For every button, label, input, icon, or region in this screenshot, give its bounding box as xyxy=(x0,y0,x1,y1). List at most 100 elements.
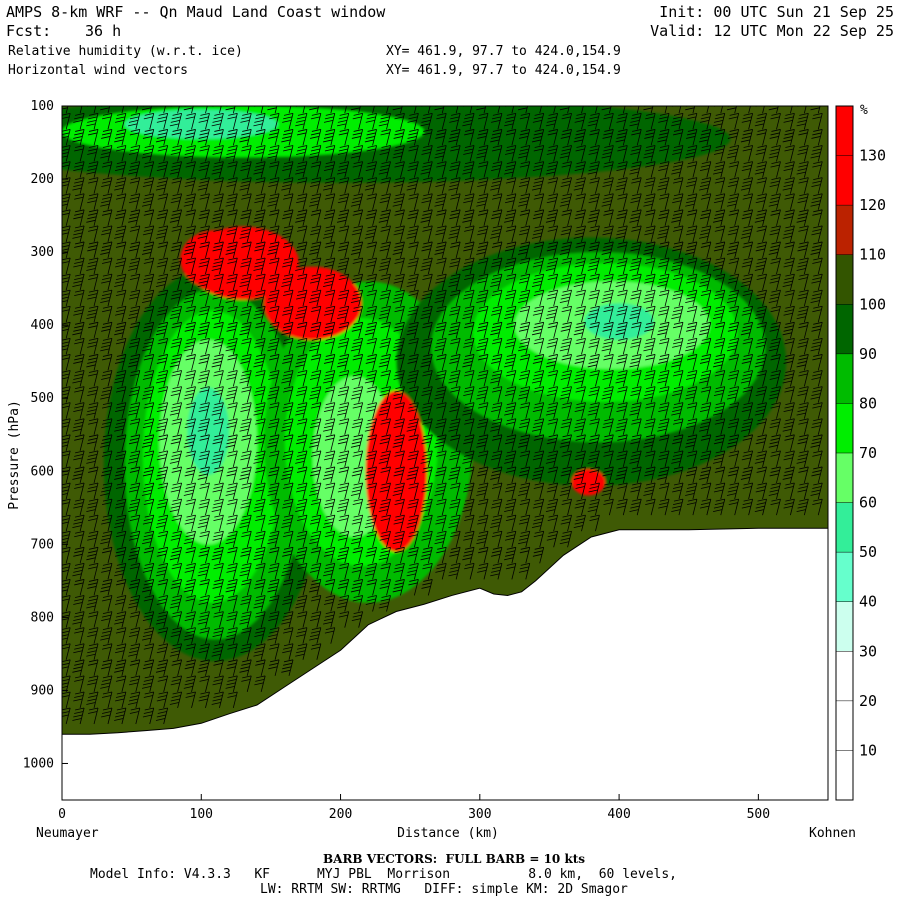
wind-barb xyxy=(392,434,405,451)
wind-barb xyxy=(394,209,405,226)
wind-barb xyxy=(394,498,405,516)
wind-barb xyxy=(185,305,196,323)
wind-barb xyxy=(170,386,182,403)
wind-barb xyxy=(115,193,127,210)
wind-barb xyxy=(143,209,155,226)
wind-barb xyxy=(269,112,280,130)
wind-barb xyxy=(338,370,350,387)
wind-barb xyxy=(101,691,113,709)
wind-barb xyxy=(114,273,127,291)
wind-barb xyxy=(114,707,127,725)
wind-barb xyxy=(183,337,196,355)
wind-barb xyxy=(88,418,99,435)
wind-barb xyxy=(88,129,99,146)
wind-barb xyxy=(157,579,169,596)
wind-barb xyxy=(128,579,141,596)
wind-barb xyxy=(296,273,308,291)
wind-barb xyxy=(225,482,238,500)
wind-barb xyxy=(73,691,85,709)
wind-barb xyxy=(101,595,113,612)
wind-barb xyxy=(87,530,99,548)
wind-barb xyxy=(350,482,364,500)
wind-barb xyxy=(394,402,405,419)
wind-barb xyxy=(156,354,169,371)
wind-barb xyxy=(156,546,169,564)
wind-barb xyxy=(156,595,169,612)
wind-barb xyxy=(282,354,294,371)
wind-barb xyxy=(197,225,210,242)
wind-barb xyxy=(171,321,182,339)
wind-barb xyxy=(88,177,99,194)
wind-barb xyxy=(79,106,83,114)
y-tick-label: 500 xyxy=(31,391,54,406)
wind-barb xyxy=(170,145,182,162)
wind-barb xyxy=(129,514,141,532)
wind-barb xyxy=(212,579,224,596)
wind-barb xyxy=(227,305,238,323)
wind-barb xyxy=(239,370,252,387)
wind-barb xyxy=(241,675,252,692)
wind-barb xyxy=(155,418,169,435)
wind-barb xyxy=(62,161,71,178)
wind-barb xyxy=(267,579,280,596)
colorbar-bin xyxy=(836,403,853,454)
wind-barb xyxy=(211,498,224,516)
wind-barb xyxy=(100,193,113,210)
wind-barb xyxy=(225,434,238,451)
wind-barb xyxy=(226,321,238,339)
wind-barb xyxy=(141,106,152,114)
wind-barb xyxy=(199,627,210,644)
wind-barb xyxy=(169,112,182,130)
wind-barb xyxy=(155,707,169,725)
wind-barb xyxy=(226,370,238,387)
wind-barb xyxy=(240,112,252,130)
wind-barb xyxy=(310,546,322,564)
wind-barb xyxy=(101,707,113,725)
wind-barb xyxy=(267,530,280,548)
wind-barb xyxy=(87,193,99,210)
wind-barb xyxy=(352,498,364,516)
wind-barb xyxy=(281,418,294,435)
wind-barb xyxy=(267,193,280,210)
fcst-value: 36 h xyxy=(85,22,122,40)
wind-barb xyxy=(283,434,294,451)
wind-barb xyxy=(366,241,377,259)
wind-barb xyxy=(143,112,155,130)
wind-barb xyxy=(115,337,127,355)
wind-barb xyxy=(226,129,238,146)
wind-barb xyxy=(157,289,169,307)
wind-barb xyxy=(198,354,210,371)
wind-barb xyxy=(62,337,71,355)
wind-barb xyxy=(156,209,169,226)
wind-barb xyxy=(115,354,127,371)
wind-barb xyxy=(62,370,71,387)
wind-barb xyxy=(171,514,182,532)
wind-barb xyxy=(366,145,377,162)
wind-barb xyxy=(351,225,364,242)
y-tick-label: 700 xyxy=(31,537,54,552)
wind-barb xyxy=(100,579,113,596)
wind-barb xyxy=(115,386,127,403)
wind-barb xyxy=(225,337,238,355)
wind-barb xyxy=(281,514,294,532)
wind-barb xyxy=(364,466,377,484)
wind-barb xyxy=(296,434,308,451)
colorbar: 10 20 30 40 50 60 70 80 90 100 110 120 130 xyxy=(835,105,886,801)
y-tick-label: 400 xyxy=(31,318,54,333)
wind-barb xyxy=(101,498,113,516)
wind-barb xyxy=(268,321,280,339)
wind-barb xyxy=(351,611,364,628)
wind-barb xyxy=(114,370,127,387)
wind-barb xyxy=(143,643,155,660)
colorbar-label: 60 xyxy=(859,494,877,512)
wind-barb xyxy=(197,177,210,194)
wind-barb xyxy=(212,482,224,500)
wind-barb xyxy=(62,514,71,532)
wind-barb xyxy=(379,579,391,596)
wind-barb xyxy=(253,402,266,419)
wind-barb xyxy=(121,106,125,114)
wind-barb xyxy=(295,305,308,323)
wind-barb xyxy=(129,418,141,435)
wind-barb xyxy=(310,354,322,371)
wind-barb xyxy=(212,145,224,162)
